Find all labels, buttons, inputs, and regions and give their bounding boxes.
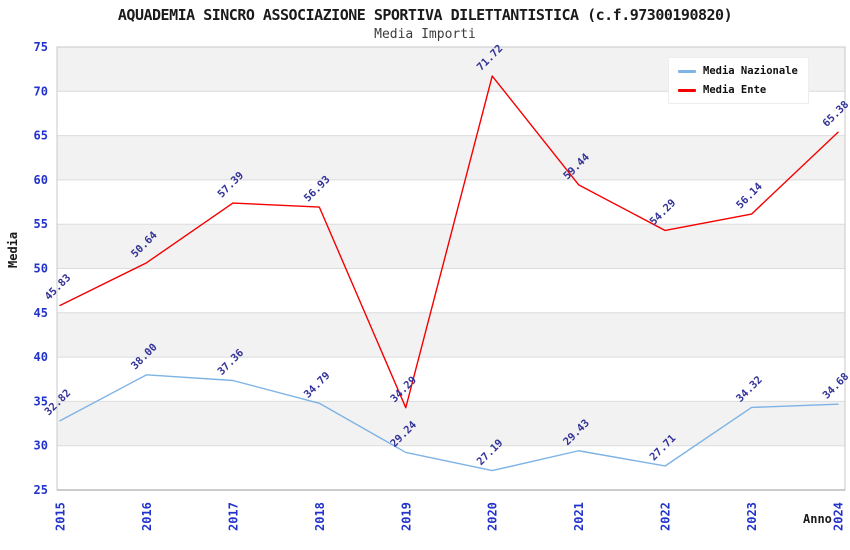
x-tick-label: 2015 [54,502,68,531]
legend-swatch-icon [678,69,696,73]
x-tick-label: 2024 [832,502,846,531]
plot-band [57,401,845,446]
legend: Media Nazionale Media Ente [668,57,809,104]
y-tick-label: 65 [34,129,48,143]
x-tick-label: 2022 [659,502,673,531]
plot-band [57,224,845,269]
legend-swatch-icon [678,88,696,92]
y-tick-label: 50 [34,262,48,276]
plot-band [57,135,845,180]
plot-band [57,357,845,402]
series-line-media-ente [59,75,839,409]
x-tick-label: 2017 [226,502,240,531]
y-tick-label: 35 [34,394,48,408]
y-tick-label: 40 [34,350,48,364]
y-tick-label: 70 [34,84,48,98]
legend-item-media-nazionale: Media Nazionale [678,65,798,77]
y-tick-label: 45 [34,306,48,320]
plot-band [57,445,845,490]
series-line-media-nazionale [59,374,839,472]
x-tick-label: 2018 [313,502,327,531]
y-tick-label: 55 [34,217,48,231]
y-tick-label: 60 [34,173,48,187]
chart-subtitle: Media Importi [374,27,476,42]
x-axis-title: Anno [803,512,832,526]
y-tick-label: 30 [34,439,48,453]
plot-band [57,268,845,313]
y-tick-label: 25 [34,483,48,497]
plot-band [57,179,845,225]
x-tick-label: 2020 [486,502,500,531]
x-tick-label: 2019 [399,502,413,531]
y-tick-label: 75 [34,40,48,54]
legend-item-media-ente: Media Ente [678,84,798,96]
legend-label: Media Nazionale [703,65,798,77]
plot-band [57,312,845,358]
x-tick-label: 2023 [745,502,759,531]
x-tick-label: 2021 [572,502,586,531]
legend-label: Media Ente [703,84,767,96]
x-tick-label: 2016 [140,502,154,531]
chart-title: AQUADEMIA SINCRO ASSOCIAZIONE SPORTIVA D… [117,6,733,24]
